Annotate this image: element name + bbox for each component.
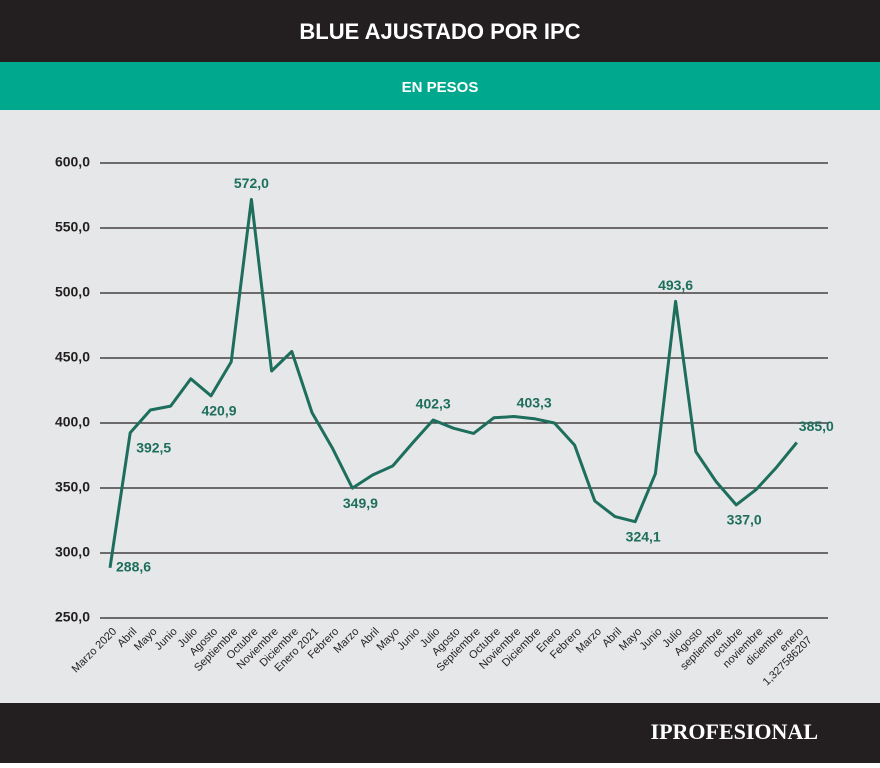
y-tick-label: 350,0: [55, 479, 90, 495]
chart-subtitle: EN PESOS: [402, 79, 479, 96]
header: [0, 0, 880, 62]
value-label: 349,9: [343, 495, 378, 511]
brand: IPROFESIONAL: [651, 719, 818, 744]
value-label: 392,5: [136, 439, 171, 455]
value-label: 403,3: [517, 394, 552, 410]
footer: [0, 703, 880, 763]
value-label: 337,0: [727, 512, 762, 528]
y-tick-label: 300,0: [55, 544, 90, 560]
y-tick-label: 400,0: [55, 414, 90, 430]
subtitle-band: [0, 62, 880, 110]
value-label: 420,9: [201, 403, 236, 419]
y-tick-label: 550,0: [55, 219, 90, 235]
y-tick-label: 450,0: [55, 349, 90, 365]
value-label: 402,3: [416, 396, 451, 412]
value-label: 493,6: [658, 277, 693, 293]
y-tick-label: 500,0: [55, 284, 90, 300]
y-tick-label: 250,0: [55, 609, 90, 625]
value-label: 572,0: [234, 175, 269, 191]
y-tick-label: 600,0: [55, 154, 90, 170]
value-label: 324,1: [626, 528, 661, 544]
value-label: 288,6: [116, 559, 151, 575]
value-label: 385,0: [799, 418, 834, 434]
line: [108, 197, 798, 569]
chart-title: BLUE AJUSTADO POR IPC: [299, 19, 580, 44]
